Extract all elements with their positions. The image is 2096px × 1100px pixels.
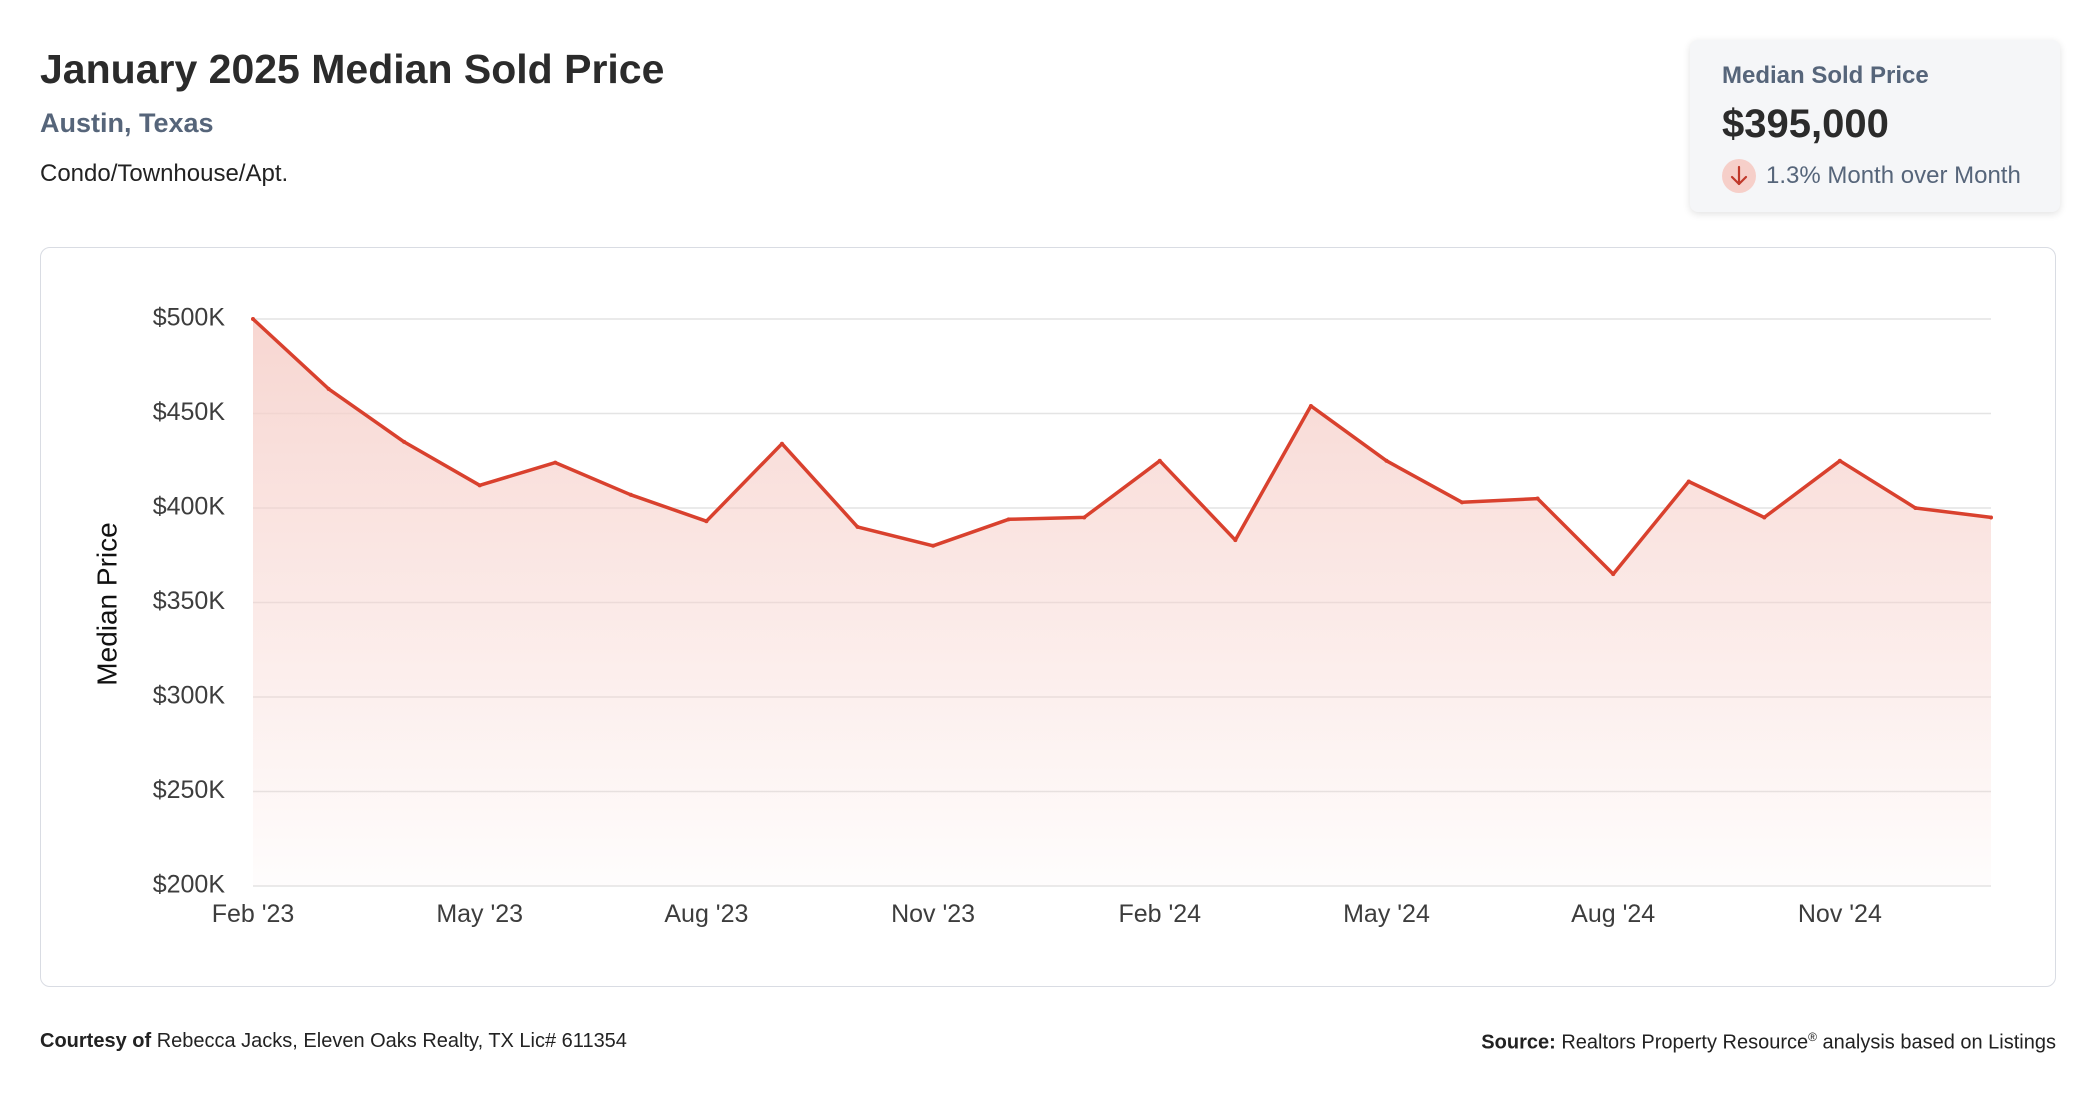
data-point: [779, 441, 784, 446]
x-tick-label: Feb '24: [1118, 900, 1201, 928]
data-point: [1308, 403, 1313, 408]
courtesy-text: Rebecca Jacks, Eleven Oaks Realty, TX Li…: [156, 1030, 627, 1052]
summary-change-row: 1.3% Month over Month: [1722, 159, 2028, 193]
y-axis-ticks: $500K $450K $400K $350K $300K $250K $200K: [153, 304, 226, 899]
data-point: [326, 386, 331, 391]
data-point: [1762, 515, 1767, 520]
footer-source: Source: Realtors Property Resource® anal…: [1481, 1030, 2056, 1055]
summary-value: $395,000: [1722, 102, 1889, 146]
data-point: [1082, 515, 1087, 520]
down-arrow-icon: [1722, 159, 1756, 193]
courtesy-label: Courtesy of: [40, 1030, 152, 1052]
data-point: [1611, 572, 1616, 577]
data-point: [402, 439, 407, 444]
source-suffix: analysis based on Listings: [1822, 1031, 2056, 1054]
data-point: [1686, 479, 1691, 484]
data-point: [1913, 506, 1918, 510]
source-label: Source:: [1481, 1031, 1556, 1054]
data-point: [704, 519, 709, 524]
y-tick-label: $200K: [153, 871, 226, 899]
data-point: [628, 492, 633, 497]
data-point: [477, 483, 482, 488]
series-line: [251, 317, 1993, 576]
y-tick-label: $400K: [153, 493, 226, 521]
summary-card: Median Sold Price $395,000 1.3% Month ov…: [1690, 40, 2060, 212]
summary-label: Median Sold Price: [1722, 62, 1929, 89]
data-point: [1157, 458, 1162, 463]
data-point: [251, 317, 255, 321]
x-tick-label: May '24: [1343, 900, 1430, 928]
y-tick-label: $300K: [153, 682, 226, 710]
registered-mark: ®: [1808, 1030, 1817, 1044]
x-tick-label: May '23: [436, 900, 523, 928]
data-point: [1006, 517, 1011, 522]
points-layer: [251, 317, 1993, 577]
median-price-chart: $500K $450K $400K $350K $300K $250K $200K Feb …: [91, 304, 1993, 928]
data-point: [1233, 538, 1238, 543]
data-point: [855, 524, 860, 529]
footer-courtesy: Courtesy of Rebecca Jacks, Eleven Oaks R…: [40, 1030, 627, 1053]
x-tick-label: Aug '24: [1571, 900, 1655, 928]
chart-frame: $500K $450K $400K $350K $300K $250K $200K Feb …: [40, 247, 2056, 987]
x-tick-label: Nov '24: [1798, 900, 1882, 928]
property-type-label: Condo/Townhouse/Apt.: [40, 160, 289, 187]
y-axis-title: Median Price: [91, 522, 122, 685]
area-fill: [253, 319, 1991, 886]
y-tick-label: $250K: [153, 776, 226, 804]
x-tick-label: Nov '23: [891, 900, 975, 928]
data-point: [1989, 515, 1993, 520]
x-tick-label: Aug '23: [664, 900, 748, 928]
y-tick-label: $350K: [153, 587, 226, 615]
data-point: [553, 460, 558, 465]
data-point: [1535, 496, 1540, 501]
x-tick-label: Feb '23: [212, 900, 295, 928]
location-subtitle: Austin, Texas: [40, 108, 214, 138]
data-point: [1384, 458, 1389, 463]
data-point: [1837, 458, 1842, 463]
summary-change-text: 1.3% Month over Month: [1766, 162, 2021, 189]
data-point: [931, 543, 936, 548]
y-tick-label: $450K: [153, 398, 226, 426]
x-axis-ticks: Feb '23 May '23 Aug '23 Nov '23 Feb '24 May '…: [212, 900, 1882, 928]
page-title: January 2025 Median Sold Price: [40, 46, 665, 92]
y-tick-label: $500K: [153, 304, 226, 332]
source-text: Realtors Property Resource: [1561, 1031, 1809, 1054]
data-point: [1460, 500, 1465, 505]
